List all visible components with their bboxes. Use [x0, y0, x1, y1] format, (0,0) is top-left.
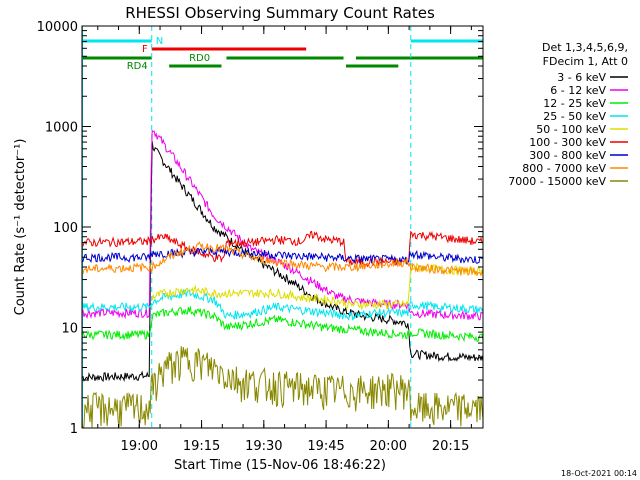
legend-entry-label: 800 - 7000 keV [522, 162, 606, 175]
series-line-0 [82, 141, 483, 383]
series-line-5 [82, 230, 483, 268]
flag-label-rd4: RD4 [127, 61, 148, 72]
legend-header-line: FDecim 1, Att 0 [543, 55, 628, 68]
legend-entry-label: 300 - 800 keV [529, 149, 606, 162]
series-line-2 [82, 306, 483, 343]
x-tick-label: 19:00 [121, 439, 158, 454]
y-tick-label: 100 [53, 221, 78, 236]
y-tick-label: 1000 [45, 121, 78, 136]
x-axis-label: Start Time (15-Nov-06 18:46:22) [174, 458, 386, 473]
y-axis-label: Count Rate (s⁻¹ detector⁻¹) [13, 139, 28, 316]
legend-entry-label: 100 - 300 keV [529, 136, 606, 149]
flag-label-f: F [142, 44, 148, 55]
flag-label-n: N [156, 36, 163, 47]
legend-entry-label: 7000 - 15000 keV [508, 175, 606, 188]
legend-entry-label: 6 - 12 keV [550, 84, 606, 97]
legend-entry-label: 3 - 6 keV [557, 71, 606, 84]
legend-entry-label: 50 - 100 keV [536, 123, 606, 136]
x-tick-label: 20:15 [432, 439, 469, 454]
legend-entry-label: 12 - 25 keV [543, 97, 606, 110]
x-tick-label: 20:00 [370, 439, 407, 454]
series-line-3 [82, 288, 483, 321]
series-line-7 [82, 241, 483, 276]
y-tick-label: 1 [70, 422, 78, 437]
series-line-4 [151, 262, 483, 311]
series-line-1 [82, 129, 483, 321]
x-tick-label: 19:15 [183, 439, 220, 454]
chart-title: RHESSI Observing Summary Count Rates [125, 4, 435, 22]
plot-frame [81, 25, 484, 429]
y-tick-label: 10000 [37, 20, 78, 35]
series-line-8 [82, 346, 483, 428]
x-tick-label: 19:30 [245, 439, 282, 454]
legend-header-line: Det 1,3,4,5,6,9, [542, 41, 628, 54]
footer-date: 18-Oct-2021 00:14 [561, 469, 637, 478]
flag-label-rd0: RD0 [189, 53, 210, 64]
y-tick-label: 10 [61, 322, 78, 337]
legend-entry-label: 25 - 50 keV [543, 110, 606, 123]
series-line-6 [82, 246, 483, 266]
x-tick-label: 19:45 [307, 439, 344, 454]
